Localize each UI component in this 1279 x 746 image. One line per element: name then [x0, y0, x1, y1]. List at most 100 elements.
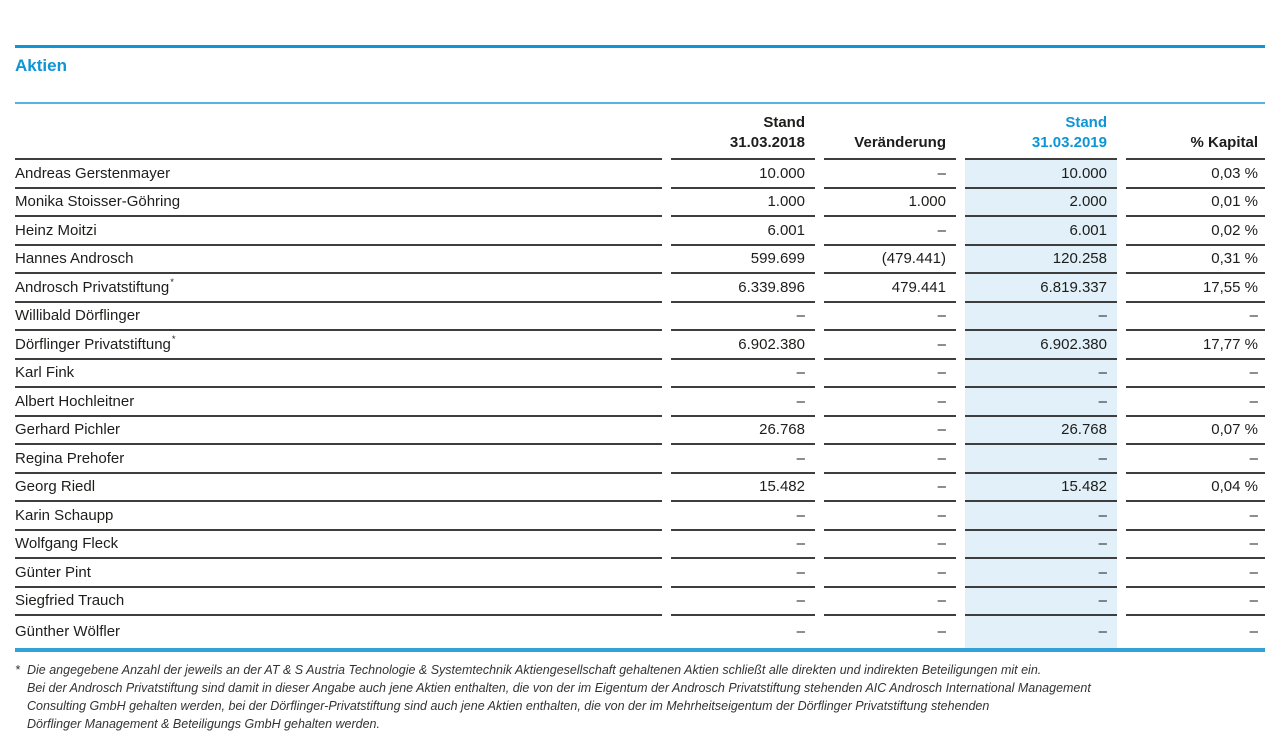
stand-2018-value: 26.768	[671, 417, 815, 445]
kapital-percent-value: –	[1126, 360, 1265, 388]
stand-2019-value: 6.902.380	[965, 331, 1117, 360]
shareholder-name: Albert Hochleitner	[15, 388, 662, 417]
shareholder-name: Monika Stoisser-Göhring	[15, 189, 662, 217]
stand-2019-value: 6.001	[965, 217, 1117, 246]
veraenderung-value: –	[824, 417, 956, 445]
table-row: Dörflinger Privatstiftung * 6.902.380 – 6…	[15, 331, 1265, 360]
table-row: Günter Pint – – – –	[15, 559, 1265, 588]
shareholder-name: Dörflinger Privatstiftung *	[15, 331, 662, 360]
veraenderung-value: –	[824, 388, 956, 417]
footnote-line: Dörflinger Management & Beteiligungs Gmb…	[27, 716, 380, 731]
header-stand-2018-line2: 31.03.2018	[729, 134, 805, 151]
stand-2019-value: 10.000	[965, 160, 1117, 189]
footnote-line: Die angegebene Anzahl der jeweils an der…	[27, 662, 1042, 677]
stand-2018-value: –	[796, 623, 805, 641]
stand-2019-value: –	[965, 302, 1117, 331]
section-title-underline	[15, 102, 1265, 104]
stand-2019-value: –	[965, 359, 1117, 388]
veraenderung-value: –	[824, 474, 956, 502]
shareholder-name: Willibald Dörflinger	[15, 303, 662, 331]
kapital-percent-value: –	[1249, 623, 1258, 641]
stand-2019-value: 26.768	[965, 416, 1117, 445]
kapital-percent-value: 0,02 %	[1126, 217, 1265, 246]
veraenderung-value: –	[824, 502, 956, 531]
table-row: Regina Prehofer – – – –	[15, 445, 1265, 474]
table-row: Georg Riedl 15.482 – 15.482 0,04 %	[15, 473, 1265, 502]
stand-2018-value: 6.902.380	[671, 331, 815, 360]
table-row: Gerhard Pichler 26.768 – 26.768 0,07 %	[15, 416, 1265, 445]
table-row: Heinz Moitzi 6.001 – 6.001 0,02 %	[15, 217, 1265, 246]
stand-2019-value: –	[965, 445, 1117, 474]
veraenderung-value: –	[824, 360, 956, 388]
table-row: Siegfried Trauch – – – –	[15, 587, 1265, 616]
stand-2018-value: –	[671, 388, 815, 417]
stand-2019-value: 6.819.337	[965, 274, 1117, 303]
kapital-percent-value: –	[1126, 303, 1265, 331]
veraenderung-value: 1.000	[824, 189, 956, 217]
footnote-marker: *	[15, 662, 20, 677]
kapital-percent-value: 0,07 %	[1126, 417, 1265, 445]
stand-2018-value: 6.339.896	[671, 274, 815, 303]
table-row: Androsch Privatstiftung * 6.339.896 479.4…	[15, 274, 1265, 303]
stand-2019-value: 2.000	[965, 188, 1117, 217]
shareholder-name: Heinz Moitzi	[15, 217, 662, 246]
veraenderung-value: –	[824, 531, 956, 559]
header-kapital: % Kapital	[1126, 104, 1265, 160]
table-bottom-rule	[15, 647, 1265, 652]
stand-2018-value: 599.699	[671, 246, 815, 274]
shareholder-name: Günter Pint	[15, 559, 662, 588]
shareholder-name: Hannes Androsch	[15, 246, 662, 274]
stand-2019-value: –	[965, 530, 1117, 559]
veraenderung-value: –	[824, 331, 956, 360]
table-row: Willibald Dörflinger – – – –	[15, 302, 1265, 331]
kapital-percent-value: –	[1126, 502, 1265, 531]
kapital-percent-value: –	[1126, 445, 1265, 474]
shareholder-name: Siegfried Trauch	[15, 588, 662, 616]
veraenderung-value: –	[824, 445, 956, 474]
stand-2018-value: 1.000	[671, 189, 815, 217]
header-name-column	[15, 104, 662, 160]
stand-2018-value: –	[671, 588, 815, 616]
table-row: Hannes Androsch 599.699 (479.441) 120.25…	[15, 245, 1265, 274]
stand-2018-value: 15.482	[671, 474, 815, 502]
section-title: Aktien	[15, 56, 67, 75]
table-row: Monika Stoisser-Göhring 1.000 1.000 2.00…	[15, 188, 1265, 217]
stand-2019-value: –	[965, 616, 1117, 648]
header-stand-2018-line1: Stand	[763, 114, 805, 131]
table-row: Karl Fink – – – –	[15, 359, 1265, 388]
kapital-percent-value: 0,04 %	[1126, 474, 1265, 502]
veraenderung-value: –	[824, 160, 956, 189]
shareholder-name: Regina Prehofer	[15, 445, 662, 474]
shareholder-name: Karl Fink	[15, 360, 662, 388]
section-top-rule	[15, 45, 1265, 48]
veraenderung-value: –	[937, 623, 946, 641]
kapital-percent-value: 0,31 %	[1126, 246, 1265, 274]
stand-2018-value: –	[671, 303, 815, 331]
shareholder-name: Karin Schaupp	[15, 502, 662, 531]
report-page-content: Aktien Stand 31.03.2018 Veränderung Stan…	[15, 45, 1265, 733]
stand-2018-value: 10.000	[671, 160, 815, 189]
veraenderung-value: –	[824, 303, 956, 331]
veraenderung-value: 479.441	[824, 274, 956, 303]
shareholder-name: Günther Wölfler	[15, 623, 121, 641]
shareholder-name: Georg Riedl	[15, 474, 662, 502]
table-row: Karin Schaupp – – – –	[15, 502, 1265, 531]
table-row: Andreas Gerstenmayer 10.000 – 10.000 0,0…	[15, 160, 1265, 189]
stand-2018-value: 6.001	[671, 217, 815, 246]
header-veraenderung: Veränderung	[824, 104, 956, 160]
veraenderung-value: –	[824, 217, 956, 246]
stand-2018-value: –	[671, 559, 815, 588]
header-stand-2019: Stand 31.03.2019	[965, 104, 1117, 160]
shareholder-name: Wolfgang Fleck	[15, 531, 662, 559]
shareholder-name: Gerhard Pichler	[15, 417, 662, 445]
shareholder-name: Androsch Privatstiftung *	[15, 274, 662, 303]
stand-2019-value: 15.482	[965, 473, 1117, 502]
header-stand-2019-line2: 31.03.2019	[1031, 134, 1107, 151]
veraenderung-value: –	[824, 559, 956, 588]
kapital-percent-value: 17,77 %	[1126, 331, 1265, 360]
stand-2019-value: 120.258	[965, 245, 1117, 274]
veraenderung-value: (479.441)	[824, 246, 956, 274]
shareholder-name: Andreas Gerstenmayer	[15, 160, 662, 189]
stand-2019-value: –	[965, 388, 1117, 417]
header-stand-2018: Stand 31.03.2018	[671, 104, 815, 160]
